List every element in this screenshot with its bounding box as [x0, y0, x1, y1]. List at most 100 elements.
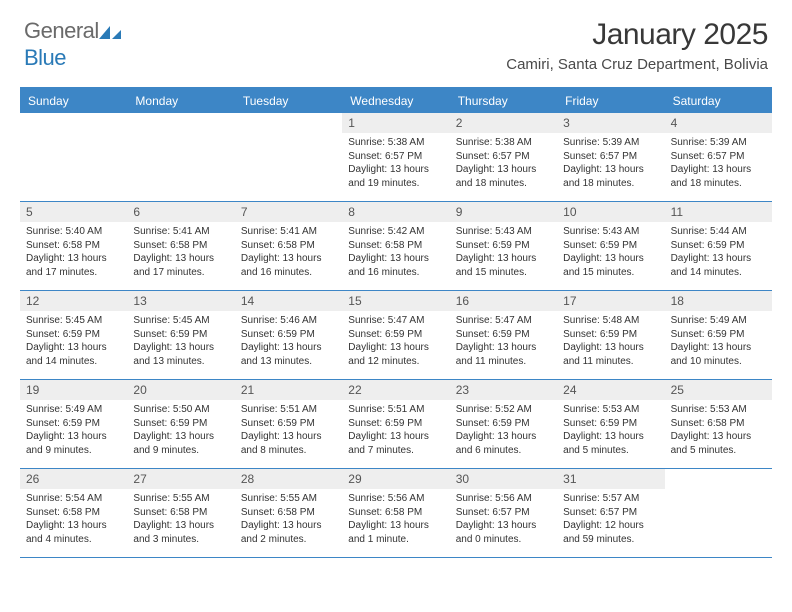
- day-number: 21: [235, 380, 342, 400]
- day-cell: 8Sunrise: 5:42 AMSunset: 6:58 PMDaylight…: [342, 202, 449, 290]
- day-cell: 18Sunrise: 5:49 AMSunset: 6:59 PMDayligh…: [665, 291, 772, 379]
- daylight-text: Daylight: 13 hours and 0 minutes.: [456, 519, 551, 546]
- daylight-text: Daylight: 13 hours and 16 minutes.: [348, 252, 443, 279]
- day-cell: 10Sunrise: 5:43 AMSunset: 6:59 PMDayligh…: [557, 202, 664, 290]
- sunset-text: Sunset: 6:58 PM: [348, 506, 443, 520]
- day-cell: 23Sunrise: 5:52 AMSunset: 6:59 PMDayligh…: [450, 380, 557, 468]
- daylight-text: Daylight: 13 hours and 7 minutes.: [348, 430, 443, 457]
- day-cell: 1Sunrise: 5:38 AMSunset: 6:57 PMDaylight…: [342, 113, 449, 201]
- weekday-header-cell: Friday: [557, 89, 664, 113]
- day-cell: [20, 113, 127, 201]
- day-cell: 27Sunrise: 5:55 AMSunset: 6:58 PMDayligh…: [127, 469, 234, 557]
- day-number: 12: [20, 291, 127, 311]
- location: Camiri, Santa Cruz Department, Bolivia: [506, 56, 768, 73]
- sunrise-text: Sunrise: 5:39 AM: [671, 136, 766, 150]
- daylight-text: Daylight: 13 hours and 3 minutes.: [133, 519, 228, 546]
- daylight-text: Daylight: 13 hours and 9 minutes.: [133, 430, 228, 457]
- day-number: 9: [450, 202, 557, 222]
- day-number: 7: [235, 202, 342, 222]
- weekday-header-cell: Sunday: [20, 89, 127, 113]
- daylight-text: Daylight: 13 hours and 6 minutes.: [456, 430, 551, 457]
- sunrise-text: Sunrise: 5:45 AM: [26, 314, 121, 328]
- day-number: 14: [235, 291, 342, 311]
- brand-text: General Blue: [24, 18, 121, 71]
- header: General Blue January 2025 Camiri, Santa …: [0, 0, 792, 81]
- day-number: 18: [665, 291, 772, 311]
- sunset-text: Sunset: 6:59 PM: [241, 417, 336, 431]
- sunset-text: Sunset: 6:58 PM: [26, 239, 121, 253]
- day-number: 16: [450, 291, 557, 311]
- sunrise-text: Sunrise: 5:47 AM: [456, 314, 551, 328]
- daylight-text: Daylight: 13 hours and 16 minutes.: [241, 252, 336, 279]
- sunrise-text: Sunrise: 5:48 AM: [563, 314, 658, 328]
- day-number: 30: [450, 469, 557, 489]
- day-cell: 11Sunrise: 5:44 AMSunset: 6:59 PMDayligh…: [665, 202, 772, 290]
- sunrise-text: Sunrise: 5:53 AM: [563, 403, 658, 417]
- day-number: 22: [342, 380, 449, 400]
- day-cell: 7 Sunrise: 5:41 AMSunset: 6:58 PMDaylight…: [235, 202, 342, 290]
- daylight-text: Daylight: 13 hours and 2 minutes.: [241, 519, 336, 546]
- daylight-text: Daylight: 13 hours and 11 minutes.: [456, 341, 551, 368]
- day-cell: [665, 469, 772, 557]
- day-cell: 28Sunrise: 5:55 AMSunset: 6:58 PMDayligh…: [235, 469, 342, 557]
- sunset-text: Sunset: 6:59 PM: [563, 239, 658, 253]
- daylight-text: Daylight: 13 hours and 12 minutes.: [348, 341, 443, 368]
- daylight-text: Daylight: 13 hours and 1 minute.: [348, 519, 443, 546]
- day-cell: 12Sunrise: 5:45 AMSunset: 6:59 PMDayligh…: [20, 291, 127, 379]
- day-number: 6: [127, 202, 234, 222]
- day-cell: 25Sunrise: 5:53 AMSunset: 6:58 PMDayligh…: [665, 380, 772, 468]
- day-number: 26: [20, 469, 127, 489]
- sunrise-text: Sunrise: 5:43 AM: [456, 225, 551, 239]
- brand-sail-icon: [99, 19, 121, 45]
- day-cell: 21Sunrise: 5:51 AMSunset: 6:59 PMDayligh…: [235, 380, 342, 468]
- sunset-text: Sunset: 6:58 PM: [241, 239, 336, 253]
- sunrise-text: Sunrise: 5:45 AM: [133, 314, 228, 328]
- title-block: January 2025 Camiri, Santa Cruz Departme…: [506, 18, 768, 73]
- sunrise-text: Sunrise: 5:47 AM: [348, 314, 443, 328]
- day-number: 2: [450, 113, 557, 133]
- week-row: 1Sunrise: 5:38 AMSunset: 6:57 PMDaylight…: [20, 113, 772, 202]
- sunrise-text: Sunrise: 5:51 AM: [241, 403, 336, 417]
- day-cell: 9Sunrise: 5:43 AMSunset: 6:59 PMDaylight…: [450, 202, 557, 290]
- sunset-text: Sunset: 6:57 PM: [456, 506, 551, 520]
- sunrise-text: Sunrise: 5:44 AM: [671, 225, 766, 239]
- daylight-text: Daylight: 13 hours and 4 minutes.: [26, 519, 121, 546]
- sunrise-text: Sunrise: 5:38 AM: [456, 136, 551, 150]
- day-cell: 14Sunrise: 5:46 AMSunset: 6:59 PMDayligh…: [235, 291, 342, 379]
- sunrise-text: Sunrise: 5:41 AM: [241, 225, 336, 239]
- sunset-text: Sunset: 6:57 PM: [563, 506, 658, 520]
- calendar: SundayMondayTuesdayWednesdayThursdayFrid…: [20, 87, 772, 558]
- sunset-text: Sunset: 6:57 PM: [456, 150, 551, 164]
- daylight-text: Daylight: 13 hours and 13 minutes.: [241, 341, 336, 368]
- day-number: 3: [557, 113, 664, 133]
- day-cell: 29Sunrise: 5:56 AMSunset: 6:58 PMDayligh…: [342, 469, 449, 557]
- sunrise-text: Sunrise: 5:40 AM: [26, 225, 121, 239]
- sunrise-text: Sunrise: 5:42 AM: [348, 225, 443, 239]
- day-number: 29: [342, 469, 449, 489]
- sunset-text: Sunset: 6:57 PM: [348, 150, 443, 164]
- day-number: 19: [20, 380, 127, 400]
- sunset-text: Sunset: 6:57 PM: [671, 150, 766, 164]
- day-cell: 31Sunrise: 5:57 AMSunset: 6:57 PMDayligh…: [557, 469, 664, 557]
- sunrise-text: Sunrise: 5:54 AM: [26, 492, 121, 506]
- sunset-text: Sunset: 6:59 PM: [456, 328, 551, 342]
- daylight-text: Daylight: 13 hours and 13 minutes.: [133, 341, 228, 368]
- daylight-text: Daylight: 13 hours and 14 minutes.: [26, 341, 121, 368]
- weekday-header-cell: Tuesday: [235, 89, 342, 113]
- day-number: 10: [557, 202, 664, 222]
- day-number: 8: [342, 202, 449, 222]
- sunset-text: Sunset: 6:59 PM: [671, 239, 766, 253]
- sunrise-text: Sunrise: 5:46 AM: [241, 314, 336, 328]
- week-row: 12Sunrise: 5:45 AMSunset: 6:59 PMDayligh…: [20, 291, 772, 380]
- day-cell: 16 Sunrise: 5:47 AMSunset: 6:59 PMDayligh…: [450, 291, 557, 379]
- sunset-text: Sunset: 6:57 PM: [563, 150, 658, 164]
- brand-part1: General: [24, 18, 99, 43]
- day-cell: 26Sunrise: 5:54 AMSunset: 6:58 PMDayligh…: [20, 469, 127, 557]
- sunrise-text: Sunrise: 5:55 AM: [133, 492, 228, 506]
- day-cell: 30Sunrise: 5:56 AMSunset: 6:57 PMDayligh…: [450, 469, 557, 557]
- sunrise-text: Sunrise: 5:51 AM: [348, 403, 443, 417]
- sunrise-text: Sunrise: 5:39 AM: [563, 136, 658, 150]
- daylight-text: Daylight: 13 hours and 5 minutes.: [563, 430, 658, 457]
- daylight-text: Daylight: 13 hours and 18 minutes.: [563, 163, 658, 190]
- daylight-text: Daylight: 13 hours and 9 minutes.: [26, 430, 121, 457]
